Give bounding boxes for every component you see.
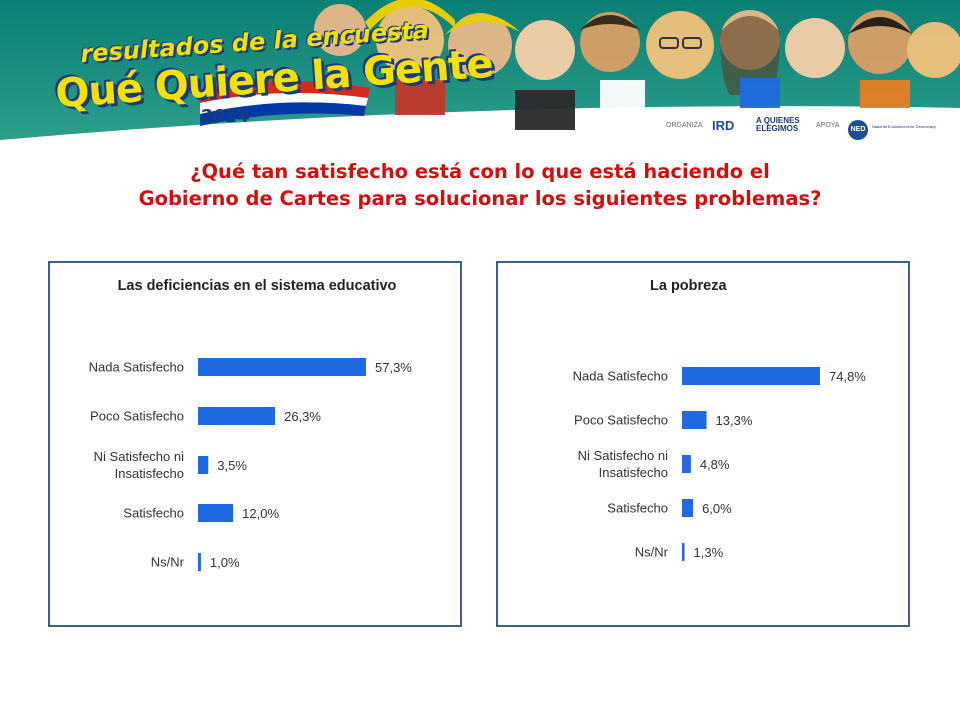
ird-logo: IRD — [712, 118, 735, 133]
aqe-logo: A QUIENES ELEGIMOS — [756, 117, 800, 133]
category-label: Ns/Nr — [635, 545, 669, 560]
category-label-line: Ni Satisfecho ni — [94, 449, 184, 464]
category-label: Ns/Nr — [151, 555, 185, 570]
bar — [198, 504, 234, 522]
category-label-line: Ni Satisfecho ni — [578, 448, 668, 463]
ned-logo: NED — [848, 120, 868, 140]
bar — [198, 358, 366, 376]
value-label: 26,3% — [284, 409, 321, 424]
aqe-logo-line1: A QUIENES — [756, 116, 800, 125]
chart-panel-poverty: La pobreza Nada Satisfecho 74,8% Poco Sati… — [496, 261, 910, 627]
flag-swoosh — [200, 80, 370, 126]
category-label-line: Insatisfecho — [115, 466, 184, 481]
chart-title: La pobreza — [650, 278, 727, 294]
bar-chart-poverty: Nada Satisfecho 74,8% Poco Satisfecho 13,3%… — [573, 367, 866, 561]
category-label-line: Ns/Nr — [635, 545, 669, 560]
header-banner: resultados de la encuesta Qué Quiere la … — [0, 0, 960, 150]
category-label-line: Satisfecho — [123, 506, 184, 521]
value-label: 1,0% — [210, 555, 240, 570]
category-label-line: Satisfecho — [607, 501, 668, 516]
bar — [682, 499, 694, 517]
bar — [198, 553, 201, 571]
value-label: 74,8% — [829, 369, 866, 384]
value-label: 13,3% — [716, 413, 753, 428]
category-label-line: Ns/Nr — [151, 555, 185, 570]
bar-chart-education: Nada Satisfecho 57,3% Poco Satisfecho 26,3%… — [89, 358, 412, 571]
category-label-line: Poco Satisfecho — [90, 409, 184, 424]
category-label-line: Nada Satisfecho — [89, 360, 184, 375]
bar — [682, 455, 691, 473]
category-label: Nada Satisfecho — [89, 360, 184, 375]
logo-year: 2014 — [200, 106, 251, 127]
chart-title: Las deficiencias en el sistema educativo — [117, 278, 397, 294]
value-label: 6,0% — [702, 501, 732, 516]
bar — [682, 543, 685, 561]
title-line-2: Gobierno de Cartes para solucionar los s… — [138, 187, 822, 210]
bar — [682, 411, 707, 429]
title-line-1: ¿Qué tan satisfecho está con lo que está… — [190, 160, 770, 183]
survey-logo: resultados de la encuesta Qué Quiere la … — [50, 16, 494, 128]
value-label: 4,8% — [700, 457, 730, 472]
value-label: 3,5% — [217, 458, 247, 473]
category-label: Poco Satisfecho — [90, 409, 184, 424]
category-label: Satisfecho — [123, 506, 184, 521]
value-label: 12,0% — [242, 506, 279, 521]
category-label-line: Nada Satisfecho — [573, 369, 668, 384]
category-label: Nada Satisfecho — [573, 369, 668, 384]
aqe-logo-line2: ELEGIMOS — [756, 124, 799, 133]
crowd-illustration — [314, 0, 960, 130]
bar — [198, 456, 209, 474]
bar — [198, 407, 276, 425]
page-title: ¿Qué tan satisfecho está con lo que está… — [0, 158, 960, 212]
category-label: Ni Satisfecho ni Insatisfecho — [578, 448, 668, 480]
category-label: Ni Satisfecho ni Insatisfecho — [94, 449, 184, 481]
organiza-label: ORGANIZA — [666, 122, 703, 129]
chart-panel-education: Las deficiencias en el sistema educativo… — [48, 261, 462, 627]
category-label-line: Poco Satisfecho — [574, 413, 668, 428]
category-label: Satisfecho — [607, 501, 668, 516]
value-label: 1,3% — [694, 545, 724, 560]
bar — [682, 367, 820, 385]
apoya-label: APOYA — [816, 122, 840, 129]
category-label: Poco Satisfecho — [574, 413, 668, 428]
ned-text: National Endowment for Democracy — [872, 124, 937, 129]
value-label: 57,3% — [375, 360, 412, 375]
category-label-line: Insatisfecho — [599, 465, 668, 480]
